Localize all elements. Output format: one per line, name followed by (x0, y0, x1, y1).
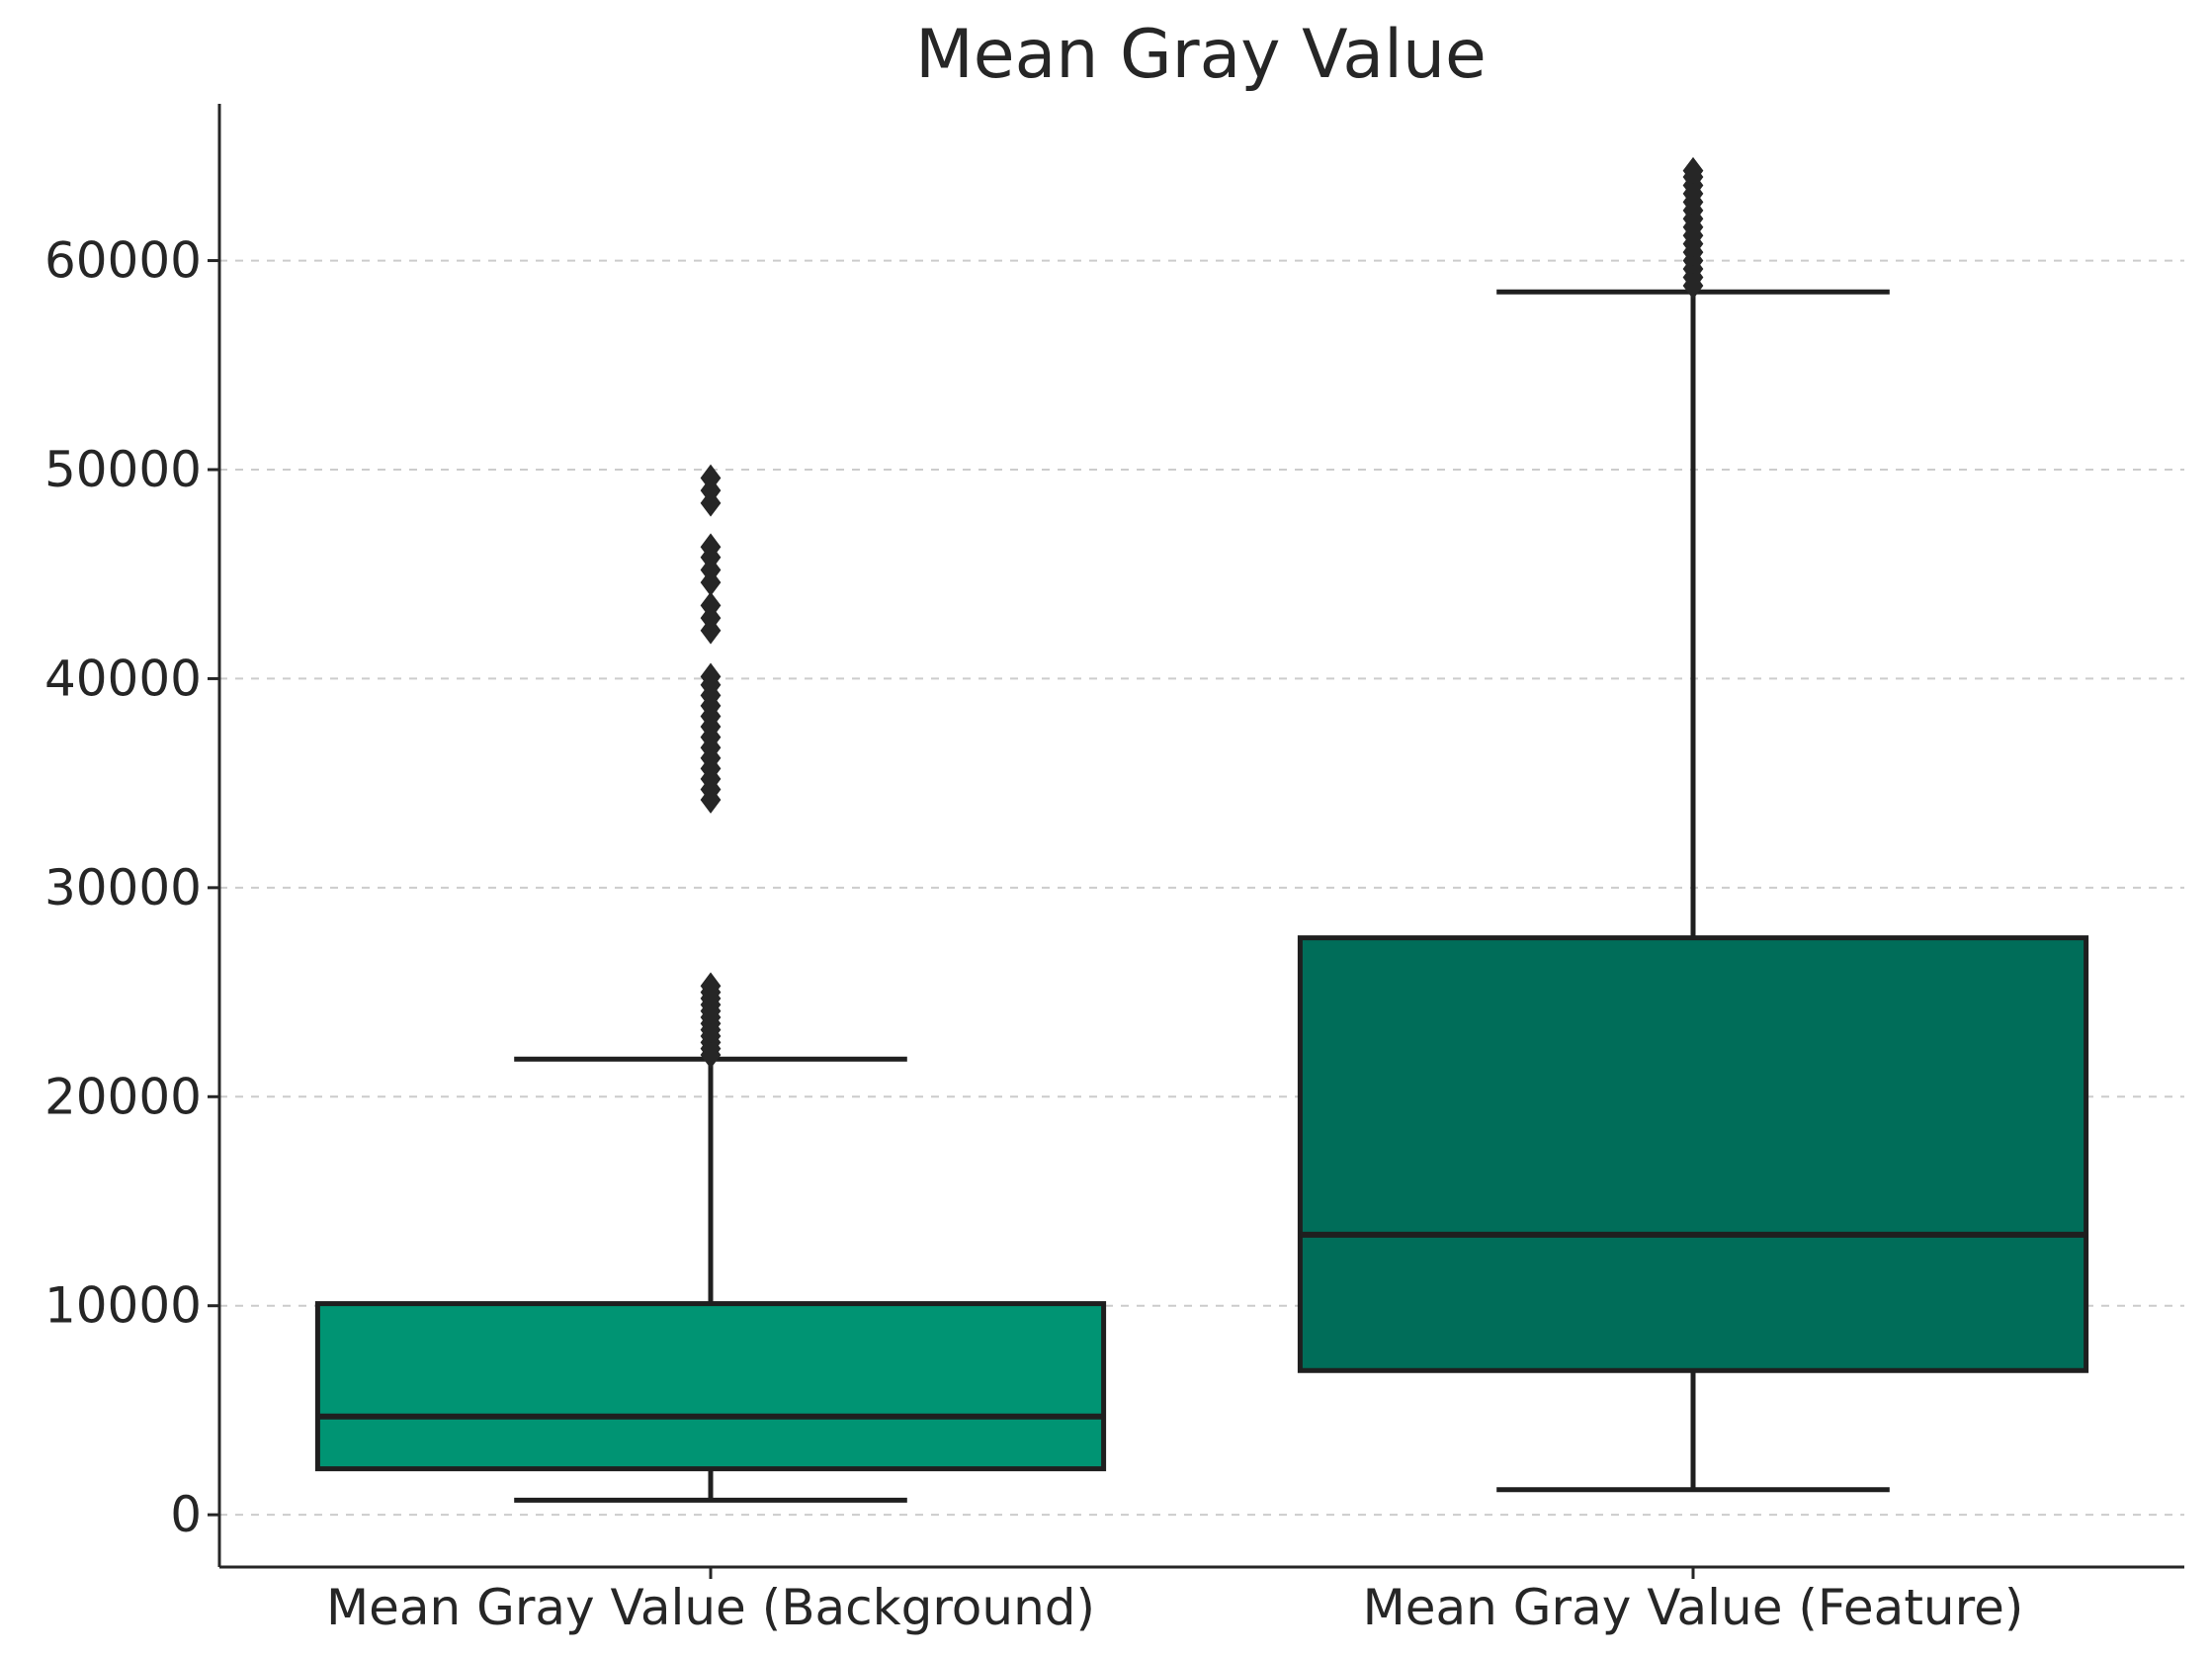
outlier-point (700, 972, 722, 1001)
box-group-0 (314, 464, 1107, 1503)
tick-labels: 0 10000 20000 30000 40000 50000 60000 Mean Gray… (44, 232, 2023, 1636)
y-tick-label-40000: 40000 (44, 650, 202, 707)
y-tick-label-60000: 60000 (44, 232, 202, 290)
outlier-point (700, 533, 722, 562)
y-tick-label-0: 0 (170, 1486, 202, 1543)
iqr-box (1297, 935, 2089, 1373)
y-tick-label-30000: 30000 (44, 859, 202, 916)
y-tick-label-10000: 10000 (44, 1277, 202, 1335)
iqr-box (314, 1301, 1107, 1472)
y-tick-label-20000: 20000 (44, 1068, 202, 1125)
boxes (314, 156, 2089, 1503)
outlier-point (700, 662, 722, 691)
y-tick-label-50000: 50000 (44, 441, 202, 498)
grid-lines (219, 259, 2184, 1517)
chart-title: Mean Gray Value (915, 16, 1487, 94)
outlier-point (1682, 156, 1704, 185)
x-category-label-1: Mean Gray Value (Feature) (1363, 1579, 2024, 1636)
box-group-1 (1297, 156, 2089, 1493)
outlier-point (700, 464, 722, 492)
axes (208, 104, 2184, 1579)
outlier-point (700, 591, 722, 620)
x-category-label-0: Mean Gray Value (Background) (326, 1579, 1095, 1636)
